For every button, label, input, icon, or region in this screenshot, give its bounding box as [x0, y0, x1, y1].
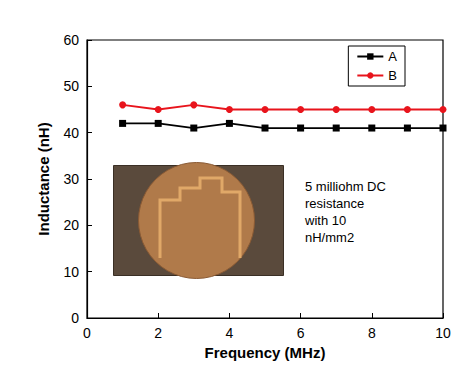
svg-text:4: 4: [226, 325, 234, 341]
svg-text:6: 6: [297, 325, 305, 341]
svg-text:60: 60: [63, 32, 79, 48]
svg-text:20: 20: [63, 217, 79, 233]
svg-text:B: B: [388, 68, 397, 83]
svg-text:30: 30: [63, 171, 79, 187]
svg-text:2: 2: [154, 325, 162, 341]
svg-text:with 10: with 10: [304, 213, 346, 228]
svg-text:5 milliohm DC: 5 milliohm DC: [305, 179, 386, 194]
svg-text:Inductance (nH): Inductance (nH): [35, 122, 52, 235]
svg-text:8: 8: [368, 325, 376, 341]
svg-text:50: 50: [63, 78, 79, 94]
svg-text:10: 10: [435, 325, 451, 341]
svg-text:0: 0: [71, 310, 79, 326]
svg-text:0: 0: [83, 325, 91, 341]
svg-text:40: 40: [63, 125, 79, 141]
svg-text:A: A: [388, 49, 397, 64]
svg-text:nH/mm2: nH/mm2: [305, 230, 354, 245]
svg-text:resistance: resistance: [305, 196, 364, 211]
svg-text:Frequency (MHz): Frequency (MHz): [205, 344, 326, 361]
svg-text:10: 10: [63, 264, 79, 280]
